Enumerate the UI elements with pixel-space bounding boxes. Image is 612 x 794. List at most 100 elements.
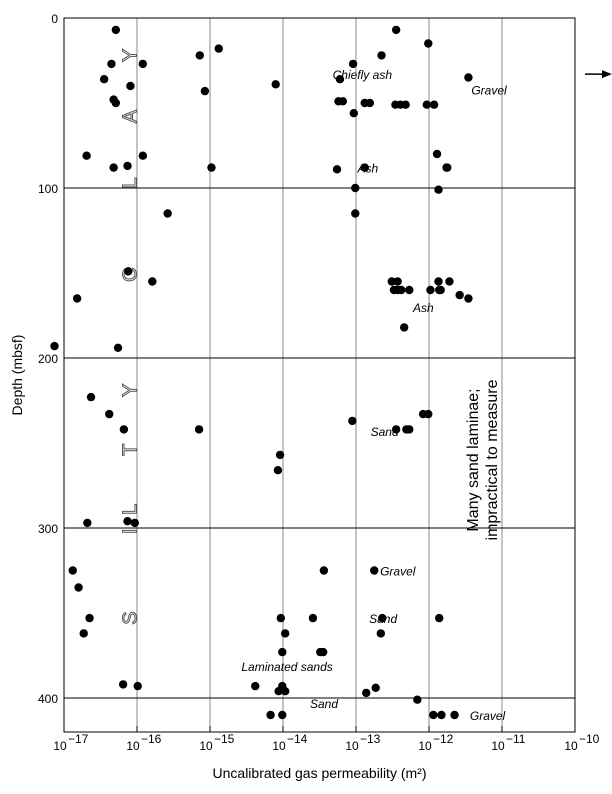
data-point: [276, 613, 286, 623]
data-point: [422, 100, 432, 109]
y-tick-label: 200: [38, 352, 58, 366]
x-tick-label: 10: [345, 739, 359, 753]
data-point: [271, 80, 280, 89]
data-point: [126, 81, 135, 91]
data-point: [351, 183, 360, 193]
x-tick-label: 10: [53, 739, 67, 753]
data-point: [351, 209, 360, 218]
data-point: [124, 267, 133, 276]
y-tick-label: 100: [38, 182, 58, 196]
data-point: [119, 425, 129, 434]
side-note-line: Many sand laminae;: [465, 388, 482, 531]
y-tick-label: 400: [38, 692, 58, 706]
data-point: [445, 277, 454, 286]
data-point: [405, 285, 414, 295]
data-point: [99, 75, 109, 84]
data-point: [207, 163, 216, 172]
lithology-letter: Y: [119, 49, 141, 62]
data-point: [360, 163, 369, 172]
data-point: [371, 683, 380, 692]
lithology-letter: T: [119, 444, 141, 456]
annotation-label: Laminated sands: [241, 660, 332, 674]
x-tick-exponent: −16: [141, 732, 162, 746]
annotation-label: Gravel: [470, 709, 506, 723]
data-point: [251, 681, 260, 691]
side-note: Many sand laminae; impractical to measure: [465, 379, 501, 540]
x-tick-exponent: −15: [214, 732, 235, 746]
annotation-label: Chiefly ash: [333, 68, 393, 82]
data-point: [391, 100, 400, 109]
data-points: [50, 25, 473, 720]
data-point: [138, 151, 148, 160]
data-point: [432, 149, 442, 159]
data-point: [200, 86, 210, 96]
annotation-label: Ash: [356, 162, 378, 176]
data-point: [334, 97, 343, 106]
data-point: [405, 425, 414, 434]
data-point: [377, 51, 386, 60]
data-point: [195, 51, 204, 60]
data-point: [214, 44, 223, 53]
data-point: [130, 518, 140, 528]
data-point: [118, 680, 128, 689]
data-point: [68, 566, 77, 575]
data-point: [429, 100, 439, 109]
data-point: [109, 163, 118, 172]
annotation-label: Sand: [369, 612, 397, 626]
data-point: [74, 583, 83, 592]
data-point: [348, 59, 358, 69]
arrow-head: [602, 70, 612, 79]
axis-ticks: 10 −17 10 −16 10 −15 10 −14 10 −13 10 −12 10 −11 10 −10…: [38, 12, 600, 753]
data-point: [266, 710, 275, 720]
data-point: [148, 277, 157, 286]
data-point: [113, 343, 123, 352]
data-point: [450, 710, 459, 720]
data-point: [308, 613, 318, 623]
grid-lines: [64, 18, 575, 732]
x-tick-exponent: −10: [579, 732, 600, 746]
data-point: [435, 613, 444, 623]
x-tick-label: 10: [418, 739, 432, 753]
lithology-letter: A: [119, 109, 141, 123]
data-point: [424, 409, 433, 419]
x-axis-title: Uncalibrated gas permeability (m²): [213, 765, 427, 781]
data-point: [86, 392, 96, 402]
data-point: [111, 98, 121, 108]
data-point: [391, 425, 401, 434]
data-point: [349, 109, 359, 118]
data-point: [278, 710, 287, 720]
data-point: [82, 151, 91, 160]
data-point: [319, 566, 329, 575]
data-point: [85, 613, 94, 623]
lithology-letter: Y: [119, 384, 141, 397]
data-point: [387, 277, 396, 286]
x-tick-label: 10: [199, 739, 213, 753]
data-point: [399, 323, 409, 332]
data-point: [79, 629, 88, 638]
data-point: [413, 695, 422, 704]
x-tick-label: 10: [564, 739, 578, 753]
data-point: [391, 25, 401, 35]
data-point: [435, 285, 444, 295]
x-tick-label: 10: [272, 739, 286, 753]
side-note-line: impractical to measure: [484, 379, 501, 540]
x-tick-exponent: −17: [68, 732, 89, 746]
data-point: [397, 285, 406, 295]
data-point: [280, 629, 290, 638]
lithology-letter: I: [119, 529, 141, 535]
data-point: [437, 710, 446, 720]
data-point: [133, 681, 142, 691]
annotations: Chiefly ash Gravel Ash Ash Sand Gravel Sand Lam…: [241, 68, 507, 723]
data-point: [278, 647, 287, 657]
data-point: [105, 409, 114, 419]
off-scale-arrow: [585, 70, 612, 79]
data-point: [123, 517, 132, 526]
data-point: [138, 59, 148, 69]
data-point: [378, 613, 387, 623]
data-point: [370, 566, 379, 575]
data-point: [348, 416, 357, 426]
data-point: [332, 165, 342, 174]
annotation-label: Sand: [371, 425, 399, 439]
y-tick-label: 300: [38, 522, 58, 536]
